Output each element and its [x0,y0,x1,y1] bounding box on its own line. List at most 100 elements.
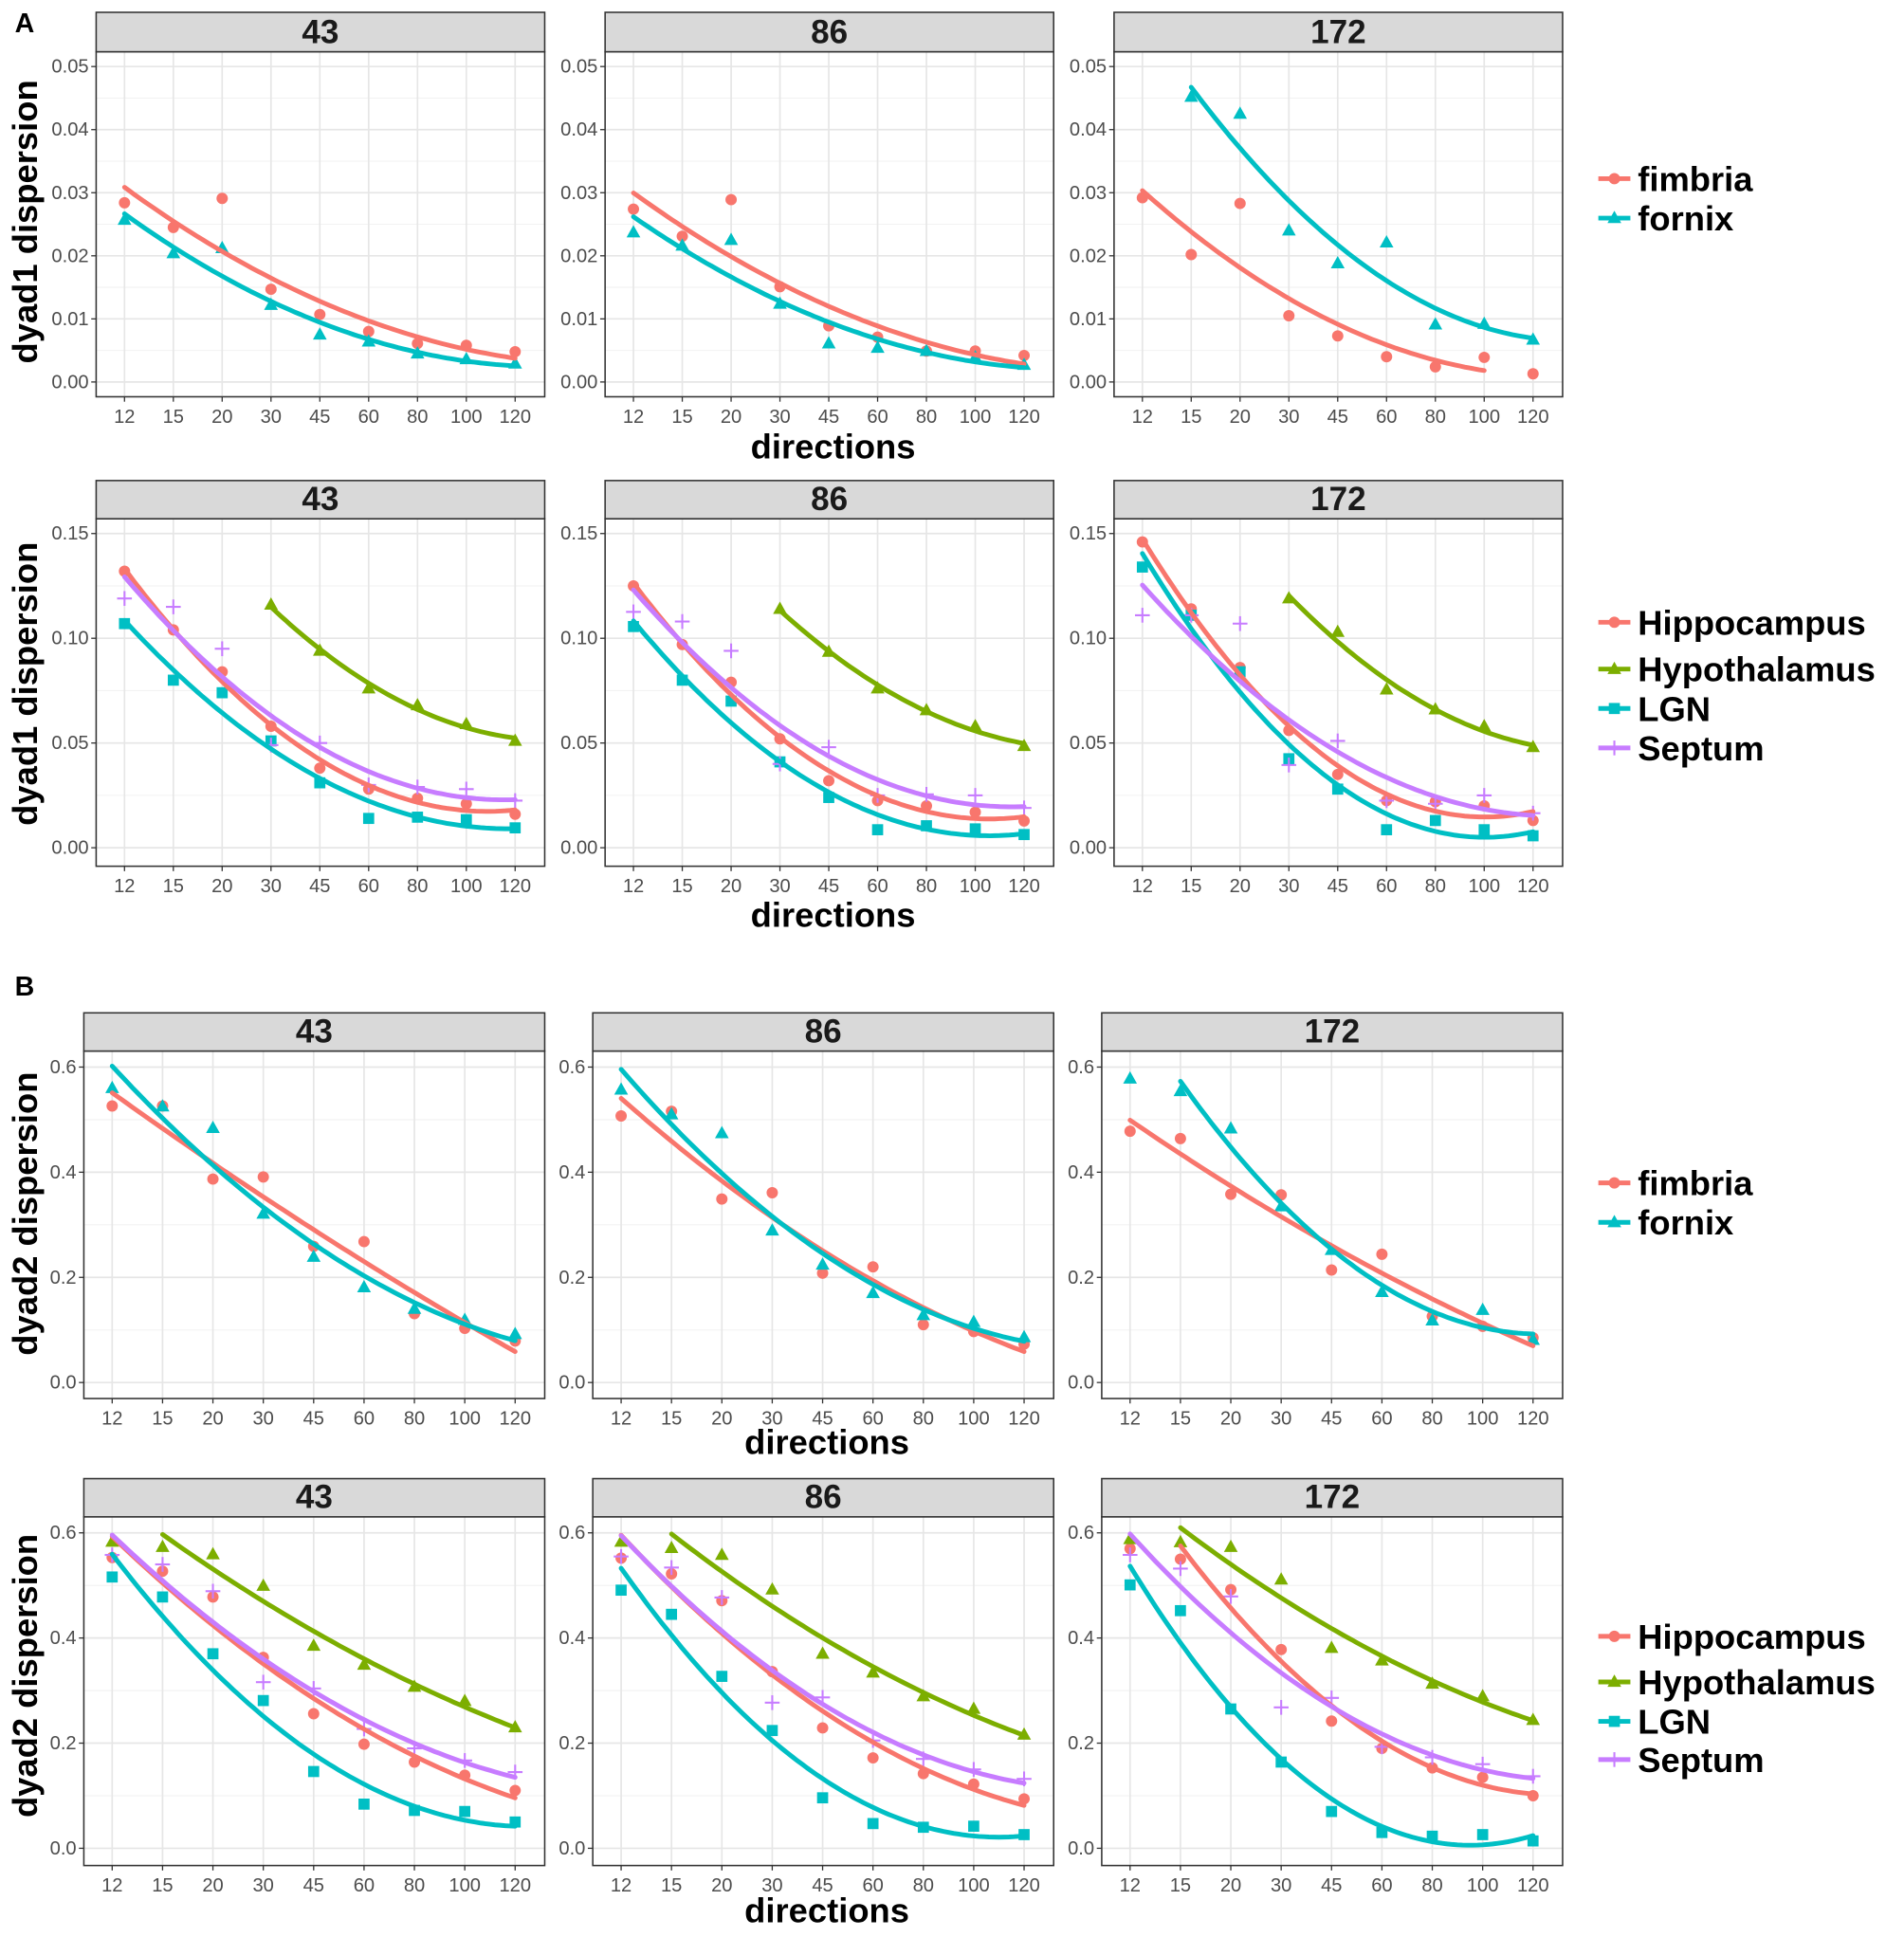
fit-line-septum [631,587,1027,810]
x-tick-label: 30 [1278,876,1299,897]
data-point-fimbria [917,1319,929,1331]
data-point-fimbria [867,1261,879,1273]
x-axis-title: directions [751,895,916,934]
data-point-septum [1232,615,1248,631]
legend-label: Hippocampus [1638,1617,1866,1656]
x-tick-label: 15 [1170,1408,1191,1429]
data-point-lgn [628,620,639,632]
x-tick-label: 12 [623,407,644,428]
data-point-lgn [207,1648,219,1660]
facet-strip-title: 172 [1305,1013,1361,1050]
x-axis-title: directions [744,1891,909,1929]
x-tick-label: 15 [661,1408,682,1429]
data-point-fimbria [628,203,640,215]
data-point-fornix [1330,255,1346,268]
x-tick-label: 45 [812,1408,833,1429]
data-point-septum [626,604,641,620]
y-tick-label: 0.04 [51,119,88,140]
data-point-fornix [357,1280,372,1293]
x-tick-label: 120 [1008,407,1040,428]
data-point-lgn [615,1584,627,1597]
data-point-fornix [723,232,739,246]
data-point-lgn [871,824,884,835]
data-point-hippocampus [1275,1643,1288,1655]
data-point-lgn [968,1820,979,1832]
data-point-lgn [459,1805,471,1818]
facet-strip-title: 43 [302,13,339,50]
x-tick-label: 45 [1327,876,1348,897]
data-point-septum [764,1695,780,1710]
fit-line-fimbria [631,191,1027,367]
data-point-fornix [815,1257,830,1270]
data-point-lgn [362,813,375,825]
facet-strip [95,480,546,520]
fit-line-fornix [109,1063,518,1343]
fit-line-fornix [631,214,1027,371]
y-tick-label: 0.02 [1070,246,1107,266]
legend-key-circle-icon [1608,1177,1620,1189]
x-tick-label: 20 [1220,1408,1241,1429]
data-point-fimbria [615,1110,628,1123]
x-tick-label: 80 [916,876,937,897]
y-tick-label: 0.0 [558,1838,585,1859]
data-point-fimbria [1124,1125,1136,1138]
fit-line-hippocampus [1178,1544,1536,1797]
x-tick-label: 20 [211,876,232,897]
y-tick-label: 0.15 [560,523,597,544]
data-point-fimbria [412,338,424,350]
legend-key-circle-icon [1608,616,1620,629]
data-point-septum [967,788,983,803]
section-label-a: A [15,9,35,39]
x-tick-label: 45 [309,876,330,897]
legend-label: Hippocampus [1638,603,1866,642]
data-point-lgn [1175,1604,1186,1617]
x-tick-label: 45 [303,1875,324,1896]
y-tick-label: 0.15 [1070,523,1107,544]
y-tick-label: 0.03 [1070,183,1107,204]
x-tick-label: 80 [1425,407,1446,428]
data-point-fornix [105,1080,119,1093]
fit-line-fornix [1178,1078,1536,1337]
data-point-lgn [216,686,229,699]
y-tick-label: 0.4 [1068,1628,1094,1649]
data-point-fimbria [257,1171,269,1183]
data-point-hippocampus [1476,1771,1489,1783]
x-tick-label: 15 [1170,1875,1191,1896]
x-tick-label: 12 [101,1408,122,1429]
data-point-hypothalamus [765,1581,779,1595]
x-tick-label: 120 [499,1875,531,1896]
data-point-fornix [1475,1302,1490,1315]
data-point-hippocampus [314,762,326,775]
data-point-fimbria [1429,360,1441,373]
x-tick-label: 100 [1467,1408,1499,1429]
y-tick-label: 0.4 [558,1162,585,1183]
facet-strip-title: 86 [805,1479,842,1516]
x-tick-label: 60 [862,1408,883,1429]
x-tick-label: 120 [1008,1875,1040,1896]
x-tick-label: 45 [818,407,839,428]
x-tick-label: 60 [1376,876,1397,897]
fit-line-septum [1140,582,1536,818]
x-tick-label: 45 [303,1408,324,1429]
data-point-hippocampus [1174,1553,1186,1565]
fit-line-hypothalamus [159,1531,518,1730]
legend-label: Hypothalamus [1638,650,1876,689]
x-tick-label: 80 [1425,876,1446,897]
data-point-fornix [1173,1084,1188,1097]
data-point-fimbria [1326,1264,1338,1276]
data-point-fimbria [106,1100,119,1112]
data-point-hypothalamus [916,1689,931,1702]
data-point-lgn [314,777,326,789]
data-point-hypothalamus [1380,682,1394,695]
x-tick-label: 30 [252,1875,273,1896]
x-axis-title: directions [751,427,916,466]
data-point-fornix [1375,1284,1389,1297]
data-point-fornix [613,1082,629,1095]
data-point-fornix [118,212,132,226]
x-tick-label: 45 [1321,1875,1342,1896]
facet-strip [592,1012,1054,1052]
data-point-fimbria [216,192,229,205]
y-tick-label: 0.15 [51,523,88,544]
